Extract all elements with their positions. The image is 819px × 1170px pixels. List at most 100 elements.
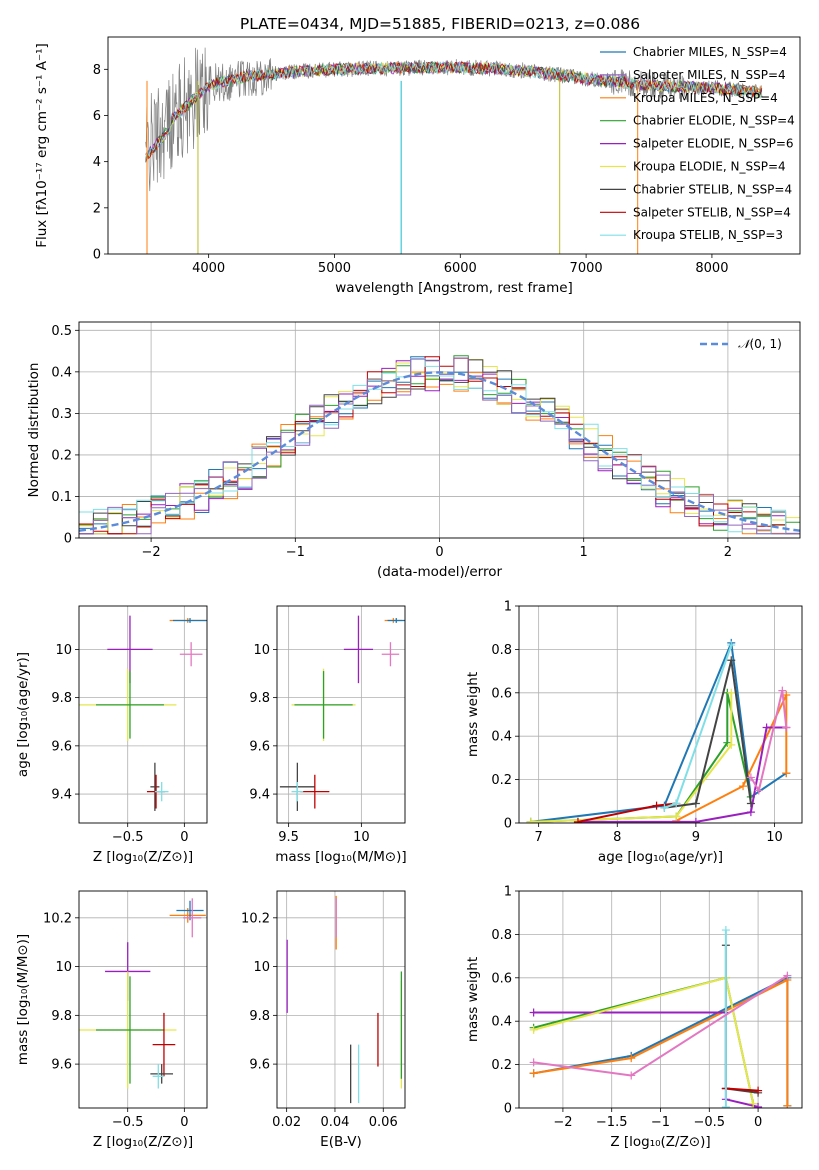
x-axis-label: Z [log₁₀(Z/Z⊙)] [610,1134,710,1150]
mass-weight-marker [529,1058,538,1067]
mass-weight-marker [727,641,736,650]
x-tick-label: 0 [180,1115,188,1130]
x-axis-label: (data-model)/error [377,564,503,580]
mass-weight-line [530,692,733,823]
y-tick-label: 2 [93,201,101,216]
mass-weight-marker [691,799,700,808]
x-tick-label: 0.02 [272,1115,301,1130]
x-tick-label: 0.04 [320,1115,349,1130]
legend-entry: Chabrier ELODIE, N_SSP=4 [633,114,795,128]
mass-weight-marker [721,926,730,935]
x-tick-label: 10 [353,830,370,845]
axes-frame [78,890,208,1109]
axes-frame [276,605,406,824]
data-spectrum [145,47,763,192]
y-tick-label: 0.2 [51,448,72,463]
plot-area [145,47,763,254]
y-axis-label: Flux [fλ10⁻¹⁷ erg cm⁻² s⁻¹ A⁻¹] [34,43,50,248]
y-tick-label: 0.3 [51,407,72,422]
legend-entry: Chabrier STELIB, N_SSP=4 [633,182,792,196]
y-tick-label: 9.4 [51,788,72,803]
plot-area [79,606,207,823]
mass-weight-marker [529,1008,538,1017]
mass-weight-marker [672,799,681,808]
x-tick-label: 9.5 [278,830,299,845]
x-tick-label: 8000 [695,261,728,276]
x-tick-label: −1.5 [596,1115,628,1130]
y-tick-label: 0.4 [51,365,72,380]
mass-weight-marker [660,803,669,812]
chart-residuals: −2 −1 0 1 2 0 0.1 0.2 0.3 0.4 0.5 (data-model)/erro… [26,321,801,580]
x-axis-label: Z [log₁₀(Z/Z⊙)] [93,1134,193,1150]
y-tick-label: 10.2 [43,911,72,926]
mass-weight-line [533,979,789,1106]
y-tick-label: 9.6 [51,1058,72,1073]
y-tick-label: 0.8 [491,643,512,658]
x-axis-label: mass [log₁₀(M/M⊙)] [275,849,406,865]
legend-entry: Kroupa STELIB, N_SSP=3 [633,228,783,242]
plot-area [79,891,207,1108]
mass-weight-line [530,641,787,823]
x-tick-label: 7000 [570,261,603,276]
figure-title: PLATE=0434, MJD=51885, FIBERID=0213, z=0… [240,15,640,33]
plot-area [79,322,800,538]
y-tick-label: 0 [64,532,72,547]
y-tick-label: 9.8 [249,691,270,706]
plot-area [277,891,405,1108]
y-tick-label: 4 [93,155,101,170]
mass-weight-marker [727,656,736,665]
model-spectrum-line [145,60,763,160]
mass-weight-marker [739,782,748,791]
mass-weight-marker [721,1102,730,1108]
x-tick-label: 10 [766,830,783,845]
legend-entry: Kroupa ELODIE, N_SSP=4 [633,160,786,174]
mass-weight-marker [529,1025,538,1034]
x-axis-label: age [log₁₀(age/yr)] [598,849,723,865]
y-tick-label: 0.1 [51,490,72,505]
x-tick-label: 5000 [318,261,351,276]
y-tick-label: 0 [504,817,512,832]
x-axis-label: E(B-V) [320,1134,362,1150]
y-tick-label: 0.5 [51,324,72,339]
mass-weight-marker [783,971,792,980]
y-tick-label: 0 [93,248,101,263]
y-tick-label: 9.8 [51,691,72,706]
mass-weight-marker [783,1101,792,1108]
model-spectrum-line [145,61,763,158]
chart-mass_weight_vs_age: 7 8 9 10 0 0.2 0.4 0.6 0.8 1 age [log₁₀(age/yr)] ma… [465,600,803,865]
gaussian-reference-curve [79,371,800,532]
y-tick-label: 9.4 [249,788,270,803]
mass-weight-marker [778,686,787,695]
chart-mass_vs_Z: −0.5 0 9.6 9.8 10 10.2 Z [log₁₀(Z/Z⊙)] mass [lo… [15,890,208,1150]
y-tick-label: 10 [55,643,72,658]
x-tick-label: 2 [724,545,732,560]
mass-weight-marker [691,817,700,823]
y-tick-label: 10.2 [241,911,270,926]
x-tick-label: 6000 [444,261,477,276]
mass-weight-line [664,659,752,809]
y-axis-label: mass [log₁₀(M/M⊙)] [15,934,31,1065]
x-tick-label: −2 [142,545,161,560]
mass-weight-marker [727,740,736,749]
mass-weight-marker [672,812,681,821]
x-tick-label: 1 [580,545,588,560]
mass-weight-line [533,976,755,1104]
y-tick-label: 9.6 [249,1058,270,1073]
y-tick-label: 10 [55,960,72,975]
mass-weight-line [533,976,755,1104]
y-axis-label: age [log₁₀(age/yr)] [15,652,31,777]
legend-entry: Salpeter ELODIE, N_SSP=6 [633,137,794,151]
legend-entry: Chabrier MILES, N_SSP=4 [633,45,787,59]
x-tick-label: 0 [180,830,188,845]
mass-weight-marker [754,1086,763,1095]
mass-weight-marker [526,817,535,823]
x-tick-label: 0 [435,545,443,560]
mass-weight-line [750,689,788,792]
mass-weight-marker [782,723,791,732]
axes-frame [107,36,801,255]
y-tick-label: 9.8 [51,1009,72,1024]
mass-weight-line [724,945,759,1094]
y-tick-label: 0.6 [491,971,512,986]
x-axis-label: Z [log₁₀(Z/Z⊙)] [93,849,193,865]
